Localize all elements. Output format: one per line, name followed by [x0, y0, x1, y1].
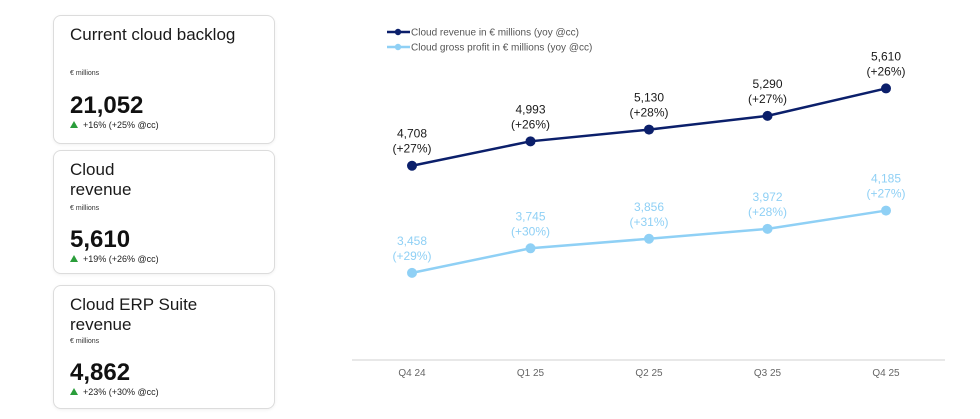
kpi-title: Cloud ERP Suite revenue	[70, 295, 198, 334]
x-tick-label: Q4 24	[398, 368, 426, 379]
triangle-up-icon	[70, 121, 78, 128]
series-layer	[407, 83, 891, 278]
legend-label-0: Cloud revenue in € millions (yoy @cc)	[411, 28, 579, 39]
data-value-label: 3,972	[752, 190, 782, 204]
data-point	[644, 124, 654, 135]
kpi-card-cloud-revenue: Cloud revenue € millions 5,610 +19% (+26…	[53, 150, 275, 274]
data-point	[881, 205, 891, 216]
kpi-value: 21,052	[70, 92, 144, 119]
data-growth-label: (+27%)	[866, 187, 905, 201]
kpi-unit: € millions	[70, 205, 100, 212]
kpi-growth-text: +19% (+26% @cc)	[83, 254, 159, 264]
data-growth-label: (+28%)	[748, 205, 787, 219]
data-growth-label: (+30%)	[511, 224, 550, 238]
data-point	[644, 233, 654, 244]
kpi-unit: € millions	[70, 338, 100, 345]
data-value-label: 3,745	[515, 209, 545, 223]
data-growth-label: (+29%)	[392, 249, 431, 263]
x-axis-ticks: Q4 24 Q1 25 Q2 25 Q3 25 Q4 25	[398, 368, 900, 379]
x-tick-label: Q4 25	[872, 368, 900, 379]
kpi-growth: +16% (+25% @cc)	[70, 120, 159, 130]
triangle-up-icon	[70, 255, 78, 262]
kpi-growth: +19% (+26% @cc)	[70, 254, 159, 264]
data-value-label: 4,993	[515, 102, 545, 116]
data-point	[407, 267, 417, 278]
kpi-card-cloud-backlog: Current cloud backlog € millions 21,052 …	[53, 15, 275, 144]
x-tick-label: Q2 25	[635, 368, 663, 379]
kpi-card-cloud-erp-suite-revenue: Cloud ERP Suite revenue € millions 4,862…	[53, 285, 275, 409]
kpi-growth-text: +23% (+30% @cc)	[83, 387, 159, 397]
kpi-value: 4,862	[70, 359, 131, 386]
data-point	[762, 223, 773, 234]
data-value-label: 4,708	[397, 127, 427, 141]
data-labels-layer: 4,708(+27%)4,993(+26%)5,130(+28%)5,290(+…	[392, 49, 905, 262]
kpi-growth: +23% (+30% @cc)	[70, 387, 159, 397]
kpi-title: Current cloud backlog	[70, 25, 236, 44]
triangle-up-icon	[70, 388, 78, 395]
legend-marker-1	[394, 43, 402, 51]
data-value-label: 5,130	[634, 91, 664, 105]
data-value-label: 3,856	[634, 200, 664, 214]
data-point	[881, 83, 891, 94]
data-growth-label: (+28%)	[629, 106, 668, 120]
kpi-unit: € millions	[70, 70, 100, 77]
data-value-label: 3,458	[397, 234, 427, 248]
legend-marker-0	[394, 28, 402, 36]
data-point	[762, 110, 773, 121]
data-value-label: 4,185	[871, 172, 901, 186]
data-growth-label: (+27%)	[748, 92, 787, 106]
data-value-label: 5,610	[871, 49, 901, 63]
data-growth-label: (+27%)	[392, 142, 431, 156]
kpi-title: Cloud revenue	[70, 160, 132, 199]
kpi-value: 5,610	[70, 226, 131, 253]
data-growth-label: (+26%)	[511, 117, 550, 131]
data-point	[525, 243, 536, 254]
data-point	[407, 160, 417, 171]
data-growth-label: (+31%)	[629, 215, 668, 229]
legend-label-1: Cloud gross profit in € millions (yoy @c…	[411, 43, 592, 54]
x-tick-label: Q3 25	[754, 368, 782, 379]
data-growth-label: (+26%)	[866, 64, 905, 78]
kpi-growth-text: +16% (+25% @cc)	[83, 120, 159, 130]
x-tick-label: Q1 25	[517, 368, 545, 379]
data-value-label: 5,290	[752, 77, 782, 91]
chart-legend: Cloud revenue in € millions (yoy @cc) Clo…	[387, 28, 592, 54]
data-point	[525, 136, 536, 147]
